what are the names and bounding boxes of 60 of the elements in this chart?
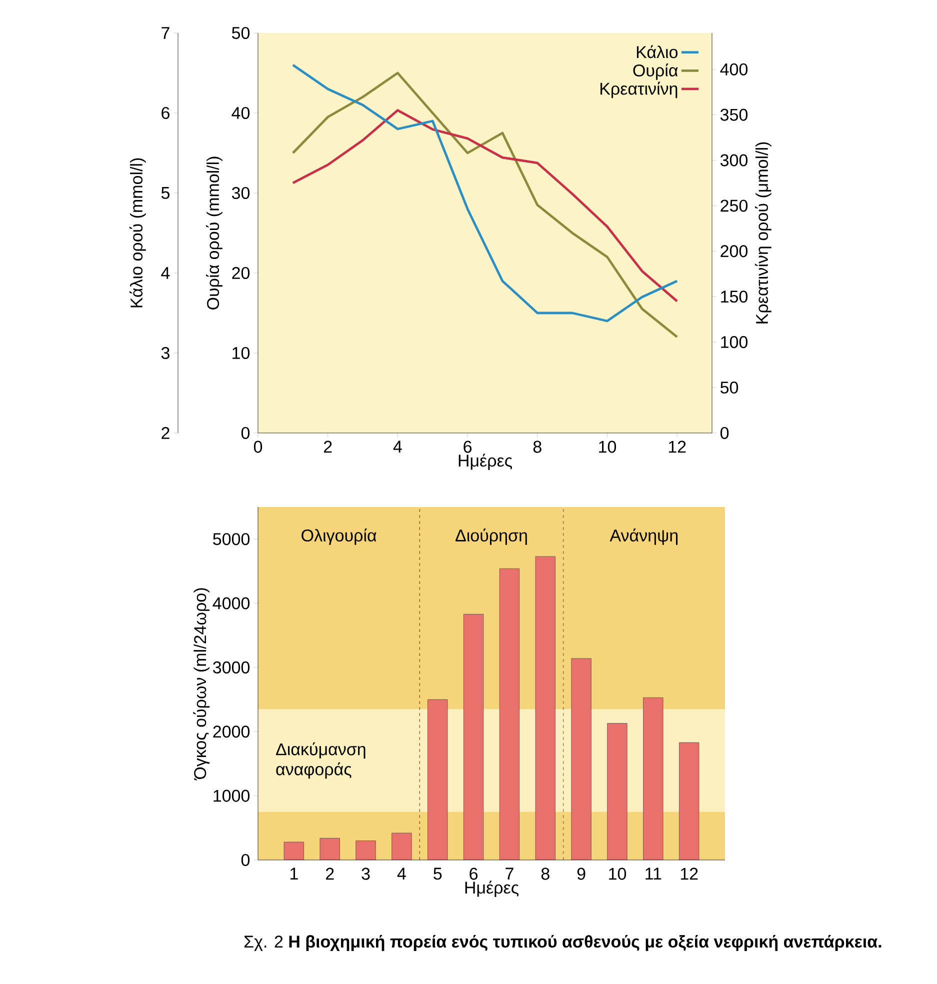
y-tick-label: 0 bbox=[241, 854, 250, 866]
y-tick-label: 40 bbox=[232, 106, 250, 120]
y2-tick-label: 150 bbox=[721, 290, 748, 303]
y-tick-label: 4000 bbox=[212, 597, 250, 610]
y2-tick-label: 400 bbox=[720, 63, 748, 76]
y-axis-title: Όγκος ούρων (ml/24ωρο) bbox=[193, 588, 210, 780]
band-label: Ολιγουρία bbox=[302, 528, 376, 545]
y-tick-label: 5000 bbox=[213, 533, 250, 546]
y-tick-label: 10 bbox=[232, 346, 250, 360]
y2-tick-label: 250 bbox=[720, 200, 748, 212]
x-tick-label: 3 bbox=[362, 868, 370, 880]
y2-tick-label: 50 bbox=[720, 382, 738, 394]
x-axis-title: Ημέρες bbox=[465, 880, 519, 898]
y-tick-label: 50 bbox=[232, 26, 250, 40]
x-tick-label: 6 bbox=[464, 440, 472, 453]
y3-tick-label: 7 bbox=[162, 27, 170, 39]
y3-tick-label: 2 bbox=[162, 427, 170, 439]
x-axis-title: Ημέρες bbox=[458, 454, 512, 470]
legend-label: Ουρία bbox=[633, 64, 678, 80]
x-tick-label: 2 bbox=[326, 868, 334, 880]
x-tick-label: 6 bbox=[470, 868, 478, 880]
y2-tick-label: 0 bbox=[720, 426, 729, 440]
x-tick-label: 7 bbox=[506, 868, 514, 880]
y2-tick-label: 300 bbox=[720, 154, 748, 166]
x-tick-label: 11 bbox=[646, 868, 662, 880]
y2-tick-label: 200 bbox=[720, 245, 748, 258]
x-tick-label: 10 bbox=[609, 868, 626, 880]
band-label: Διακύμανση αναφοράς bbox=[276, 742, 366, 779]
y3-axis-title: Κάλιο ορού (mmol/l) bbox=[130, 158, 146, 308]
y3-tick-label: 4 bbox=[161, 267, 170, 279]
x-tick-label: 1 bbox=[290, 868, 298, 880]
x-tick-label: 9 bbox=[577, 868, 586, 880]
y-axis-title: Ουρία ορού (mmol/l) bbox=[206, 156, 222, 310]
y2-tick-label: 100 bbox=[721, 336, 748, 348]
y-tick-label: 3000 bbox=[213, 661, 250, 674]
y3-tick-label: 3 bbox=[161, 346, 170, 360]
y-tick-label: 30 bbox=[232, 186, 250, 200]
legend-label: Κρεατινίνη bbox=[600, 82, 678, 98]
x-tick-label: 12 bbox=[668, 440, 686, 453]
y2-tick-label: 350 bbox=[720, 108, 748, 121]
y-tick-label: 20 bbox=[232, 266, 250, 280]
x-tick-label: 8 bbox=[533, 440, 542, 453]
legend-label: Κάλιο bbox=[636, 45, 678, 58]
x-tick-label: 12 bbox=[680, 868, 698, 880]
y3-tick-label: 6 bbox=[162, 106, 170, 120]
x-tick-label: 8 bbox=[541, 868, 550, 880]
y-tick-label: 1000 bbox=[214, 790, 250, 802]
x-tick-label: 2 bbox=[324, 440, 332, 453]
band-label: Ανάνηψη bbox=[610, 528, 678, 545]
y2-axis-title: Κρεατινίνη ορού (μmol/l) bbox=[755, 142, 772, 324]
x-tick-label: 10 bbox=[599, 440, 616, 453]
x-tick-label: 4 bbox=[397, 868, 406, 880]
y3-tick-label: 5 bbox=[161, 187, 170, 199]
y-tick-label: 2000 bbox=[213, 726, 250, 738]
x-tick-label: 5 bbox=[434, 868, 442, 880]
y-tick-label: 0 bbox=[241, 426, 250, 440]
band-label: Διούρηση bbox=[456, 528, 527, 545]
x-tick-label: 0 bbox=[254, 440, 262, 453]
text: Σχ. 2 Η βιοχημική πορεία ενός τυπικού ασθενούς με οξεία νεφρική ανεπάρκεια. bbox=[244, 934, 882, 952]
x-tick-label: 4 bbox=[393, 440, 402, 452]
